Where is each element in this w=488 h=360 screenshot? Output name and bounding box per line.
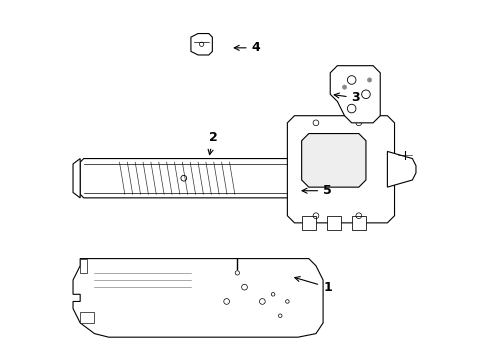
Circle shape <box>366 78 371 82</box>
PathPatch shape <box>301 134 365 187</box>
Bar <box>326 216 340 230</box>
Text: 2: 2 <box>208 131 217 155</box>
Text: 1: 1 <box>294 276 331 294</box>
Bar <box>301 216 315 230</box>
PathPatch shape <box>80 312 94 323</box>
PathPatch shape <box>329 66 380 123</box>
PathPatch shape <box>73 158 80 198</box>
PathPatch shape <box>190 33 212 55</box>
PathPatch shape <box>80 258 87 273</box>
Circle shape <box>342 85 346 89</box>
Bar <box>351 216 365 230</box>
PathPatch shape <box>287 116 394 223</box>
PathPatch shape <box>386 152 415 187</box>
PathPatch shape <box>80 158 290 198</box>
Text: 5: 5 <box>302 184 331 197</box>
Text: 3: 3 <box>333 91 360 104</box>
PathPatch shape <box>73 258 323 337</box>
Text: 4: 4 <box>234 41 260 54</box>
